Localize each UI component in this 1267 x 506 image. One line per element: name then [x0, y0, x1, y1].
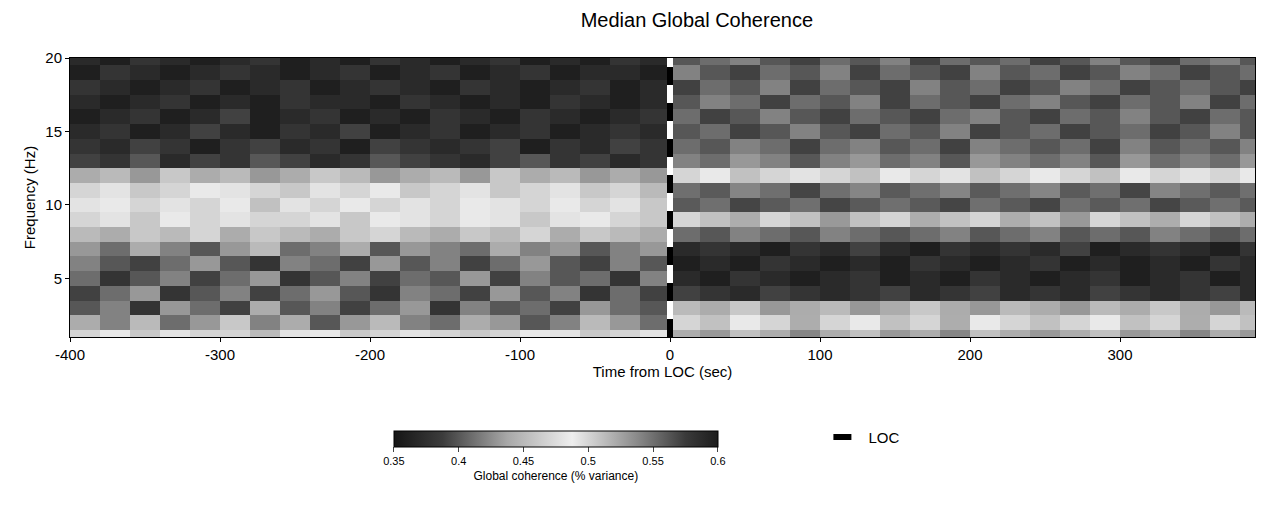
svg-text:Global coherence (% variance): Global coherence (% variance)	[473, 469, 638, 483]
svg-text:Median Global Coherence: Median Global Coherence	[581, 9, 813, 31]
svg-text:-200: -200	[355, 346, 385, 363]
svg-text:0.35: 0.35	[383, 455, 404, 467]
svg-text:10: 10	[45, 196, 62, 213]
svg-text:200: 200	[957, 346, 982, 363]
svg-text:-300: -300	[205, 346, 235, 363]
svg-text:15: 15	[45, 123, 62, 140]
svg-text:0.55: 0.55	[642, 455, 663, 467]
svg-text:0.6: 0.6	[710, 455, 725, 467]
svg-text:0.5: 0.5	[581, 455, 596, 467]
svg-text:300: 300	[1107, 346, 1132, 363]
svg-text:5: 5	[54, 270, 62, 287]
svg-text:LOC: LOC	[868, 429, 899, 446]
svg-text:-400: -400	[55, 346, 85, 363]
svg-text:0: 0	[666, 346, 674, 363]
svg-text:100: 100	[807, 346, 832, 363]
svg-text:0.45: 0.45	[513, 455, 534, 467]
svg-text:0.4: 0.4	[451, 455, 466, 467]
svg-text:Frequency (Hz): Frequency (Hz)	[21, 146, 38, 249]
svg-text:20: 20	[45, 49, 62, 66]
svg-text:Time from LOC (sec): Time from LOC (sec)	[593, 363, 732, 380]
svg-text:-100: -100	[505, 346, 535, 363]
